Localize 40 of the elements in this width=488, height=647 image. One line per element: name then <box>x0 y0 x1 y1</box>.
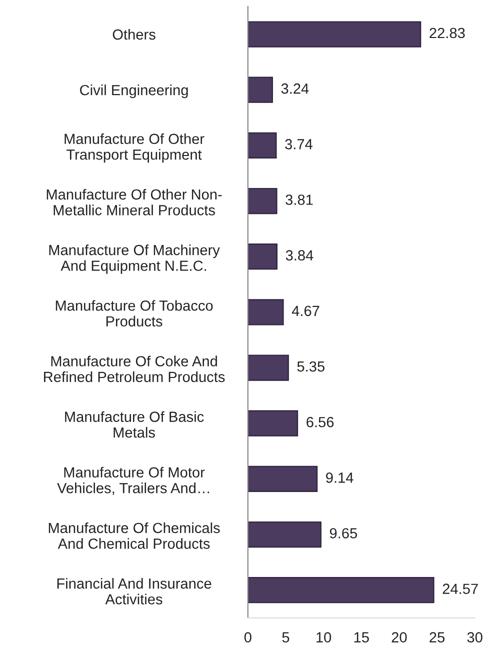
x-tick-label: 30 <box>467 632 482 642</box>
data-label: 9.65 <box>330 528 357 538</box>
x-tick-label: 15 <box>354 632 369 642</box>
y-tick-label: Manufacture Of Motor Vehicles, Trailers And… <box>57 466 210 495</box>
data-label: 22.83 <box>430 28 465 38</box>
y-tick-label: Manufacture Of Other Transport Equipment <box>64 133 204 163</box>
data-label: 3.74 <box>285 139 312 150</box>
y-tick-label: Manufacture Of Chemicals And Chemical Products <box>48 522 220 549</box>
bar <box>248 132 277 158</box>
y-tick-label: Civil Engineering <box>80 84 188 98</box>
y-tick-label: Manufacture Of Tobacco Products <box>56 300 213 327</box>
data-label: 9.14 <box>326 472 354 483</box>
data-label: 3.81 <box>286 194 313 205</box>
data-label: 6.56 <box>306 416 334 428</box>
x-tick-label: 0 <box>244 632 252 642</box>
x-tick-label: 10 <box>316 632 332 642</box>
bar <box>248 188 278 214</box>
bar <box>248 299 284 326</box>
bar <box>248 244 278 270</box>
bar <box>248 76 273 103</box>
x-tick-label: 5 <box>282 632 290 642</box>
y-tick-label: Manufacture Of Basic Metals <box>65 411 204 438</box>
bar <box>248 466 318 492</box>
data-label: 4.67 <box>292 306 320 316</box>
bar <box>248 521 322 548</box>
bar <box>248 354 289 381</box>
data-label: 3.24 <box>281 83 309 94</box>
y-tick-label: Manufacture Of Machinery And Equipment N.E.C. <box>49 244 220 274</box>
x-tick-label: 20 <box>392 632 407 642</box>
y-tick-label: Others <box>112 28 156 40</box>
data-label: 5.35 <box>297 361 324 372</box>
bar <box>248 21 422 48</box>
bar <box>248 410 298 436</box>
data-label: 24.57 <box>442 584 478 594</box>
y-tick-label: Financial And Insurance Activities <box>57 578 212 604</box>
bar <box>248 577 434 604</box>
x-tick-label: 25 <box>430 632 445 642</box>
y-tick-label: Manufacture Of Coke And Refined Petroleum Products <box>44 356 225 382</box>
data-label: 3.84 <box>286 250 314 261</box>
y-tick-label: Manufacture Of Other Non- Metallic Mineral Products <box>46 188 222 216</box>
